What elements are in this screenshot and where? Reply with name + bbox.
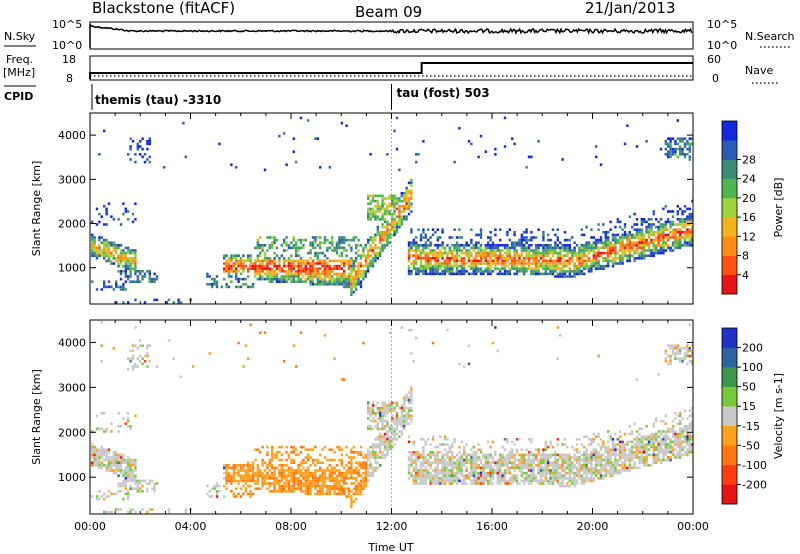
colorbar-swatch xyxy=(722,217,737,237)
colorbar-swatch xyxy=(722,386,737,407)
colorbar-label: Velocity [m s-1] xyxy=(772,373,785,459)
y-tick-label: 3000 xyxy=(58,173,86,186)
y-tick-label: 4000 xyxy=(58,336,86,349)
velocity-panel: 1000 2000 3000 4000 00:00 04:00 08:00 12:00 16:0… xyxy=(30,319,785,533)
colorbar-swatch xyxy=(722,236,737,256)
nsearch-tick-bottom: 10^0 xyxy=(707,39,737,52)
scatter-cells xyxy=(91,116,694,304)
colorbar-tick-label: -200 xyxy=(742,478,767,491)
y-tick-label: 1000 xyxy=(58,262,86,275)
x-tick-label: 12:00 xyxy=(376,520,408,533)
x-tick-label: 20:00 xyxy=(577,520,609,533)
y-axis-label: Slant Range [km] xyxy=(30,161,43,257)
colorbar-swatch xyxy=(722,178,737,199)
y-tick-label: 2000 xyxy=(58,426,86,439)
freq-tick-bottom: 8 xyxy=(66,72,73,85)
colorbar: 4 8 12 16 20 24 28 Power [dB] xyxy=(721,120,785,295)
x-tick-label: 08:00 xyxy=(275,520,307,533)
nsky-panel: N.Sky 10^5 10^0 10^5 10^0 N.Search xyxy=(4,18,795,52)
nsearch-tick-top: 10^5 xyxy=(707,18,737,31)
colorbar-swatch xyxy=(722,484,737,505)
nsky-series xyxy=(89,23,693,48)
nsky-tick-top: 10^5 xyxy=(52,18,82,31)
colorbar-swatch xyxy=(722,159,737,179)
nave-label: Nave xyxy=(745,64,773,77)
colorbar-tick-label: 200 xyxy=(742,342,763,355)
beam-title: Beam 09 xyxy=(355,3,422,21)
scatter-cells xyxy=(91,321,694,514)
colorbar-tick-label: 100 xyxy=(742,361,763,374)
colorbar-tick-label: 4 xyxy=(742,269,749,282)
freq-panel: Freq. [MHz] 18 8 60 0 Nave CPID xyxy=(3,53,780,103)
colorbar-swatch xyxy=(722,274,737,295)
colorbar-tick-label: -15 xyxy=(742,420,760,433)
cpid-segment-0: themis (tau) -3310 xyxy=(95,93,221,107)
colorbar-swatch xyxy=(722,425,737,446)
nsearch-label: N.Search xyxy=(745,30,795,43)
freq-unit: [MHz] xyxy=(3,66,35,79)
colorbar-swatch xyxy=(722,445,737,466)
freq-series xyxy=(89,62,693,79)
colorbar-tick-label: 12 xyxy=(742,230,756,243)
colorbar-tick-label: 16 xyxy=(742,211,756,224)
power-panel: 1000 2000 3000 4000 Slant Range [km] 4 8 12 16 20… xyxy=(30,112,785,305)
nave-tick-bottom: 0 xyxy=(712,72,719,85)
colorbar-swatch xyxy=(722,328,737,348)
colorbar-tick-label: 24 xyxy=(742,173,756,186)
colorbar-swatch xyxy=(722,255,737,276)
y-tick-label: 2000 xyxy=(58,218,86,231)
date-title: 21/Jan/2013 xyxy=(585,0,676,17)
y-tick-label: 3000 xyxy=(58,381,86,394)
cpid-row: themis (tau) -3310 tau (fost) 503 xyxy=(91,84,490,110)
colorbar-tick-label: -50 xyxy=(742,439,760,452)
colorbar-tick-label: 8 xyxy=(742,250,749,263)
nsky-tick-bottom: 10^0 xyxy=(52,39,82,52)
station-title: Blackstone (fitACF) xyxy=(92,0,235,17)
x-tick-label: 04:00 xyxy=(175,520,207,533)
x-axis-label: Time UT xyxy=(367,541,413,554)
colorbar-tick-label: 50 xyxy=(742,381,756,394)
colorbar-swatch xyxy=(722,367,737,387)
y-axis-label: Slant Range [km] xyxy=(30,369,43,465)
colorbar-tick-label: 20 xyxy=(742,192,756,205)
colorbar-swatch xyxy=(722,121,737,141)
x-tick-label: 00:00 xyxy=(677,520,709,533)
y-tick-label: 4000 xyxy=(58,129,86,142)
colorbar-swatch xyxy=(722,464,737,485)
x-tick-label: 16:00 xyxy=(476,520,508,533)
freq-tick-top: 18 xyxy=(62,53,76,66)
cpid-segment-1: tau (fost) 503 xyxy=(397,86,490,100)
colorbar-swatch xyxy=(722,406,737,427)
freq-label: Freq. xyxy=(6,53,33,66)
colorbar-swatch xyxy=(722,347,737,368)
cpid-label: CPID xyxy=(4,90,33,103)
nsky-label: N.Sky xyxy=(4,30,36,43)
colorbar: 200 100 50 15 -15 -50 -100 -200 Velocity [m s-1] xyxy=(721,327,785,505)
colorbar-tick-label: 28 xyxy=(742,153,756,166)
nave-tick-top: 60 xyxy=(707,53,721,66)
colorbar-label: Power [dB] xyxy=(772,178,785,238)
y-tick-label: 1000 xyxy=(58,471,86,484)
colorbar-swatch xyxy=(722,140,737,160)
colorbar-swatch xyxy=(722,197,737,218)
x-tick-label: 00:00 xyxy=(74,520,106,533)
colorbar-tick-label: 15 xyxy=(742,400,756,413)
colorbar-tick-label: -100 xyxy=(742,459,767,472)
